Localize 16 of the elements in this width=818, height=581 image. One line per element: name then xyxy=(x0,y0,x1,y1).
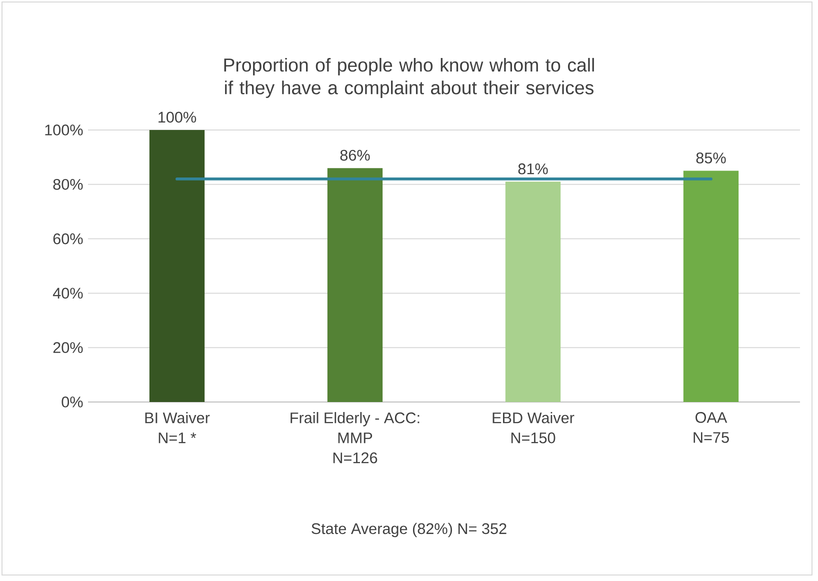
data-label: 100% xyxy=(158,112,196,123)
y-tick-label: 20% xyxy=(53,342,83,354)
y-tick-label: 80% xyxy=(53,178,83,190)
data-label: 86% xyxy=(340,150,370,161)
y-tick-label: 60% xyxy=(53,233,83,244)
x-tick-label: Frail Elderly - ACC: MMP N=126 xyxy=(290,412,420,464)
y-tick-label: 40% xyxy=(52,288,83,299)
y-tick-label: 100% xyxy=(45,124,83,136)
data-label: 81% xyxy=(518,163,548,174)
chart-title: Proportion of people who know whom to call if they have a complaint about their services xyxy=(224,58,594,98)
data-label: 85% xyxy=(696,152,726,164)
x-tick-label: EBD Waiver N=150 xyxy=(492,412,574,444)
y-tick-label: 0% xyxy=(62,396,83,408)
x-tick-label: BI Waiver N=1 * xyxy=(145,412,210,444)
text: State Average (82%) N= 352 xyxy=(312,522,506,538)
x-tick-label: OAA N=75 xyxy=(694,412,729,443)
